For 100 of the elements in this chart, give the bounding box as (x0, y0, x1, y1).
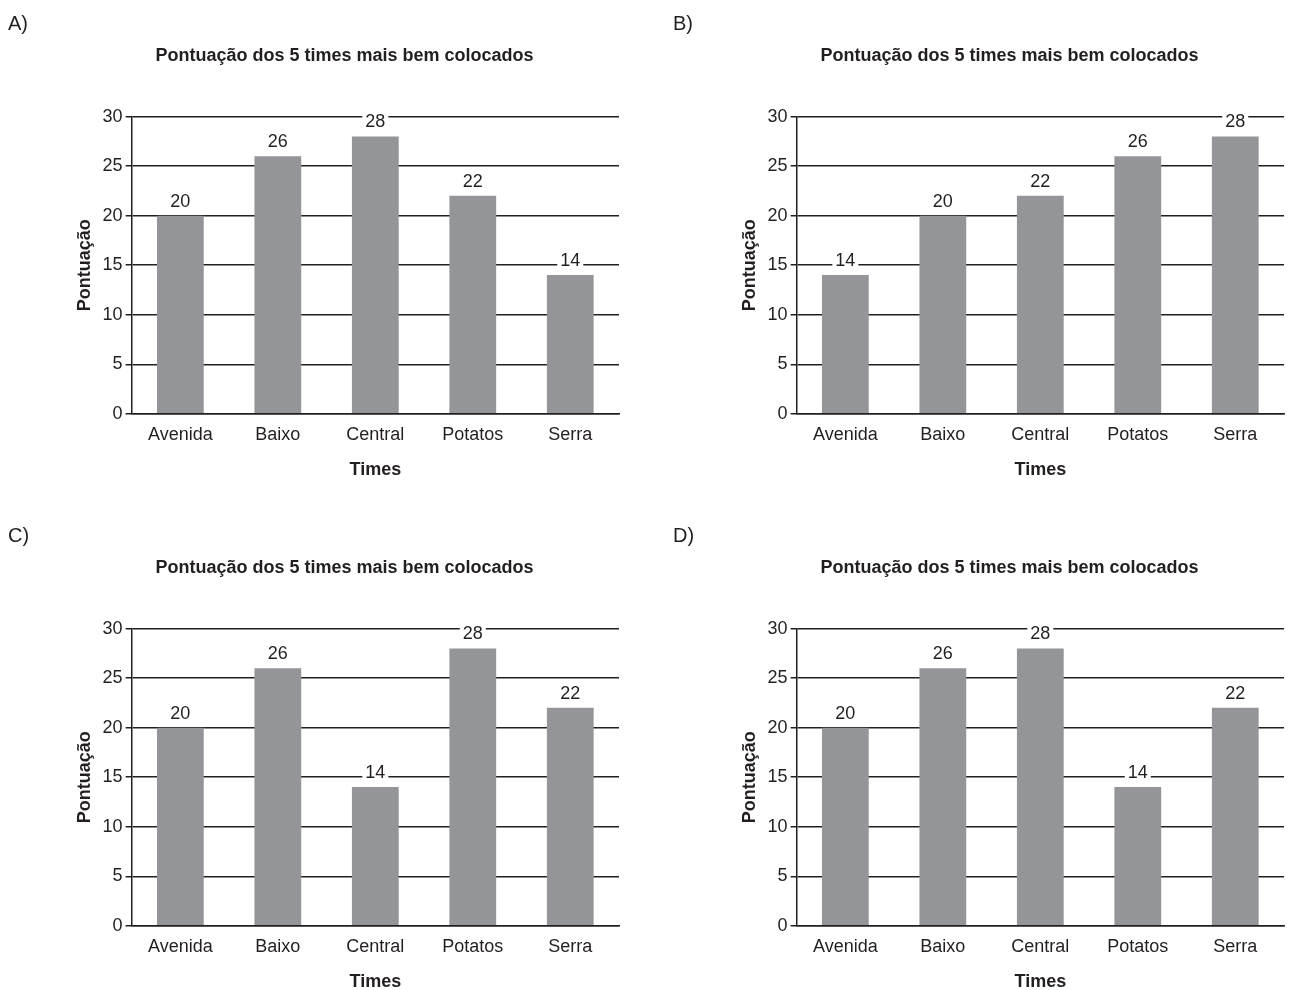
bar (1211, 707, 1259, 926)
data-label: 20 (932, 190, 953, 211)
bar (546, 275, 594, 414)
x-tick-label: Serra (548, 423, 594, 444)
x-tick-label: Central (1011, 423, 1070, 444)
data-label: 28 (1030, 623, 1051, 644)
y-tick-label: 10 (102, 815, 123, 836)
y-tick-label: 10 (767, 303, 788, 324)
bar (449, 195, 497, 414)
bar (546, 707, 594, 926)
bar (156, 727, 204, 926)
x-tick-label: Central (1011, 935, 1070, 956)
bar (821, 275, 869, 414)
text: A) (8, 12, 28, 35)
x-tick-label: Baixo (920, 935, 966, 956)
text: D) (673, 524, 695, 547)
data-label: 22 (1225, 682, 1246, 703)
data-label: 28 (365, 111, 386, 132)
y-tick-label: 15 (767, 766, 788, 787)
data-label: 26 (267, 131, 288, 152)
bar (1114, 156, 1162, 414)
x-tick-label: Serra (1213, 423, 1259, 444)
bar (919, 215, 967, 414)
bar (1211, 136, 1259, 414)
chart-title: Pontuação dos 5 times mais bem colocados (155, 44, 534, 65)
y-axis-title: Pontuação (73, 731, 94, 824)
y-tick-label: 25 (102, 155, 123, 176)
y-tick-label: 30 (767, 105, 788, 126)
text: C) (8, 524, 30, 547)
data-label: 14 (835, 250, 856, 271)
y-axis-title: Pontuação (738, 219, 759, 312)
bar (351, 136, 399, 414)
data-label: 26 (267, 643, 288, 664)
x-tick-label: Potatos (442, 935, 504, 956)
x-tick-label: Serra (1213, 935, 1259, 956)
x-tick-label: Potatos (1107, 935, 1169, 956)
data-label: 14 (560, 250, 581, 271)
x-tick-label: Serra (548, 935, 594, 956)
bar (919, 668, 967, 926)
y-tick-label: 25 (767, 155, 788, 176)
chart-title: Pontuação dos 5 times mais bem colocados (820, 44, 1199, 65)
x-tick-label: Avenida (147, 935, 214, 956)
chart-title: Pontuação dos 5 times mais bem colocados (820, 556, 1199, 577)
y-tick-label: 25 (102, 667, 123, 688)
x-tick-label: Baixo (255, 935, 301, 956)
y-tick-label: 30 (102, 105, 123, 126)
x-axis-title: Times (349, 971, 402, 990)
x-tick-label: Central (346, 935, 405, 956)
y-tick-label: 30 (102, 617, 123, 638)
x-tick-label: Baixo (255, 423, 301, 444)
y-tick-label: 20 (102, 204, 123, 225)
bar (1114, 787, 1162, 926)
chart-title: Pontuação dos 5 times mais bem colocados (155, 556, 534, 577)
x-tick-label: Potatos (442, 423, 504, 444)
bar (449, 648, 497, 926)
y-tick-label: 5 (112, 865, 123, 886)
y-tick-label: 0 (112, 914, 123, 935)
bar (254, 668, 302, 926)
y-axis-title: Pontuação (738, 731, 759, 824)
bar (1016, 648, 1064, 926)
y-tick-label: 0 (112, 402, 123, 423)
data-label: 22 (1030, 170, 1051, 191)
data-label: 28 (462, 623, 483, 644)
x-tick-label: Potatos (1107, 423, 1169, 444)
bar (254, 156, 302, 414)
bar (1016, 195, 1064, 414)
y-tick-label: 15 (102, 766, 123, 787)
x-tick-label: Baixo (920, 423, 966, 444)
y-tick-label: 5 (777, 353, 788, 374)
data-label: 26 (1127, 131, 1148, 152)
data-label: 20 (835, 702, 856, 723)
y-tick-label: 15 (767, 254, 788, 275)
y-tick-label: 10 (102, 303, 123, 324)
y-tick-label: 5 (777, 865, 788, 886)
bar (821, 727, 869, 926)
x-axis-title: Times (1014, 971, 1067, 990)
y-tick-label: 0 (777, 914, 788, 935)
data-label: 28 (1225, 111, 1246, 132)
data-label: 14 (365, 762, 386, 783)
y-tick-label: 20 (767, 716, 788, 737)
y-tick-label: 25 (767, 667, 788, 688)
x-tick-label: Avenida (147, 423, 214, 444)
y-tick-label: 30 (767, 617, 788, 638)
y-tick-label: 20 (767, 204, 788, 225)
x-tick-label: Avenida (812, 423, 879, 444)
x-tick-label: Central (346, 423, 405, 444)
y-axis-title: Pontuação (73, 219, 94, 312)
x-tick-label: Avenida (812, 935, 879, 956)
y-tick-label: 0 (777, 402, 788, 423)
data-label: 22 (462, 170, 483, 191)
y-tick-label: 15 (102, 254, 123, 275)
data-label: 20 (170, 190, 191, 211)
bar (351, 787, 399, 926)
y-tick-label: 20 (102, 716, 123, 737)
data-label: 22 (560, 682, 581, 703)
bar (156, 215, 204, 414)
data-label: 20 (170, 702, 191, 723)
data-label: 26 (932, 643, 953, 664)
text: B) (673, 12, 693, 35)
x-axis-title: Times (349, 459, 402, 480)
